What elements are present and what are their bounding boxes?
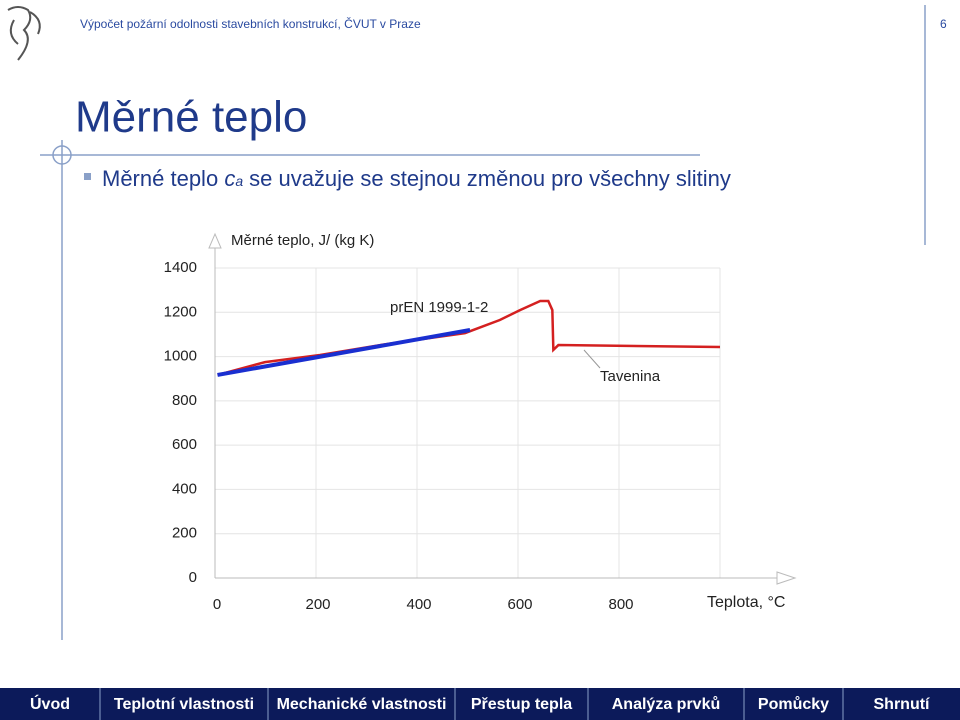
nav: Úvod Teplotní vlastnosti Mechanické vlastn… xyxy=(30,688,930,720)
nav-item[interactable]: Pomůcky xyxy=(758,696,829,713)
y-tick-label: 1200 xyxy=(164,303,197,320)
nav-bar xyxy=(0,688,960,720)
x-axis-title: Teplota, °C xyxy=(707,594,785,611)
deco-circle xyxy=(52,145,72,165)
header-course: Výpočet požární odolnosti stavebních kon… xyxy=(80,16,421,31)
nav-item[interactable]: Přestup tepla xyxy=(471,696,572,713)
bullet-marker xyxy=(84,173,91,180)
x-axis-arrow xyxy=(776,571,797,585)
chart: 0 200 400 600 800 1000 1200 1400 0 200 400 600 800 Mě… xyxy=(164,232,797,613)
y-tick-label: 200 xyxy=(172,525,197,542)
nav-item[interactable]: Teplotní vlastnosti xyxy=(114,696,254,713)
y-tick-label: 1400 xyxy=(164,259,197,276)
bullet-text: Měrné teplo ca se uvažuje se stejnou změn… xyxy=(102,166,731,191)
y-tick-label: 600 xyxy=(172,436,197,453)
bullet-subscript: a xyxy=(235,173,243,189)
x-tick-label: 200 xyxy=(305,596,330,613)
x-tick-label: 600 xyxy=(507,596,532,613)
nav-item[interactable]: Úvod xyxy=(30,694,70,713)
y-tick-label: 800 xyxy=(172,392,197,409)
y-tick-label: 400 xyxy=(172,480,197,497)
annotation-pointer xyxy=(583,349,601,369)
y-axis-arrow xyxy=(208,232,222,249)
y-axis-title: Měrné teplo, J/ (kg K) xyxy=(231,232,374,249)
series-line xyxy=(217,328,471,377)
logo xyxy=(7,6,41,61)
nav-item[interactable]: Mechanické vlastnosti xyxy=(277,696,447,713)
y-tick-label: 1000 xyxy=(164,348,197,365)
y-tick-label: 0 xyxy=(189,569,197,586)
bullet-symbol: c xyxy=(224,166,235,191)
slide-title: Měrné teplo xyxy=(75,93,307,142)
x-tick-label: 800 xyxy=(608,596,633,613)
nav-item[interactable]: Analýza prvků xyxy=(612,696,720,713)
annotation: prEN 1999-1-2 xyxy=(390,299,488,316)
x-tick-label: 0 xyxy=(213,596,221,613)
nav-item[interactable]: Shrnutí xyxy=(874,696,931,713)
x-tick-label: 400 xyxy=(406,596,431,613)
page-number: 6 xyxy=(940,17,947,31)
bullet-part: se uvažuje se stejnou změnou pro všechny… xyxy=(249,166,731,191)
bullet-part: Měrné teplo xyxy=(102,166,218,191)
annotation: Tavenina xyxy=(600,368,661,385)
